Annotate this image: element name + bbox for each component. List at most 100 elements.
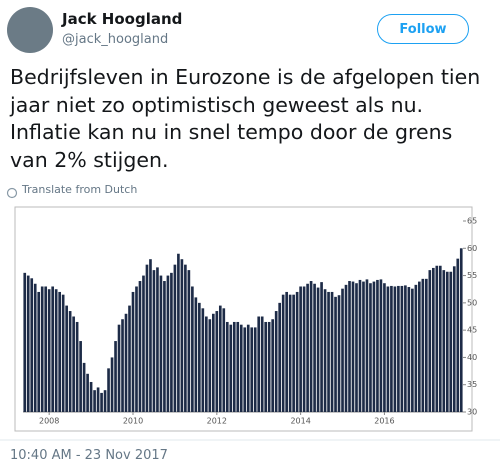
bar xyxy=(425,278,428,412)
bar xyxy=(438,265,442,412)
bar xyxy=(379,279,383,412)
bar xyxy=(278,302,281,412)
bar xyxy=(264,321,268,412)
bar xyxy=(414,284,418,412)
x-tick-label: 2016 xyxy=(374,417,394,426)
bar xyxy=(86,373,89,412)
x-tick-label: 2010 xyxy=(123,417,143,426)
bar xyxy=(208,319,212,412)
bar xyxy=(211,313,215,412)
bar xyxy=(96,387,100,412)
bar xyxy=(393,286,397,412)
y-tick-label: 65 xyxy=(467,217,477,226)
bar xyxy=(411,288,414,412)
bar xyxy=(313,283,316,412)
bar xyxy=(30,278,34,412)
user-name[interactable]: Jack Hoogland xyxy=(62,10,183,28)
bar xyxy=(173,264,177,412)
bar xyxy=(26,275,30,412)
bar xyxy=(184,264,187,412)
x-tick-label: 2008 xyxy=(39,417,59,426)
bar xyxy=(201,308,205,412)
y-tick-label: 40 xyxy=(467,353,477,362)
bar xyxy=(428,270,432,412)
bar xyxy=(47,289,51,412)
bar xyxy=(128,305,131,412)
bar xyxy=(386,286,390,412)
bar xyxy=(459,248,463,412)
bar xyxy=(68,311,72,412)
y-tick-label: 35 xyxy=(467,380,477,389)
bar xyxy=(37,291,41,412)
bar xyxy=(351,281,355,412)
bar xyxy=(383,283,386,412)
bar xyxy=(23,272,27,412)
user-handle[interactable]: @jack_hoogland xyxy=(62,32,169,47)
bar xyxy=(187,270,191,412)
bar xyxy=(390,285,393,412)
translate-link[interactable]: Translate from Dutch xyxy=(22,183,138,196)
bar xyxy=(330,291,334,412)
x-tick-label: 2012 xyxy=(207,417,227,426)
globe-icon xyxy=(6,187,18,199)
bar xyxy=(246,324,250,412)
y-tick-label: 55 xyxy=(467,271,477,280)
bar xyxy=(344,284,348,412)
bar xyxy=(253,327,257,412)
avatar[interactable] xyxy=(7,7,53,53)
bar xyxy=(180,259,184,412)
bar xyxy=(236,321,240,412)
bar xyxy=(407,287,411,412)
bar xyxy=(397,285,400,412)
bar xyxy=(225,321,229,412)
bar xyxy=(299,286,302,412)
bar xyxy=(435,265,439,412)
bar xyxy=(309,281,313,412)
bar xyxy=(334,296,337,412)
bar xyxy=(442,270,446,412)
bar xyxy=(75,321,79,412)
bar xyxy=(131,291,135,412)
y-tick-label: 60 xyxy=(467,244,477,253)
bar xyxy=(152,270,156,412)
bar xyxy=(40,286,44,412)
bar xyxy=(306,283,309,412)
bar xyxy=(61,294,65,412)
bar xyxy=(337,295,341,412)
bar xyxy=(445,271,449,412)
bar xyxy=(229,324,233,412)
bar xyxy=(362,281,365,412)
bar xyxy=(51,286,55,412)
bar xyxy=(222,308,226,412)
bar xyxy=(288,294,292,412)
bar xyxy=(198,302,201,412)
bar xyxy=(89,381,93,412)
bar xyxy=(239,324,243,412)
bar xyxy=(376,279,379,412)
bar xyxy=(79,341,82,412)
bar xyxy=(365,279,369,412)
bar xyxy=(449,271,453,412)
bar xyxy=(421,278,425,412)
bar xyxy=(232,321,236,412)
tweet-text: Bedrijfsleven in Eurozone is de afgelope… xyxy=(10,65,481,172)
bar xyxy=(72,316,75,412)
bar xyxy=(58,291,61,412)
bar xyxy=(156,267,159,412)
bar xyxy=(431,267,435,412)
timestamp[interactable]: 10:40 AM - 23 Nov 2017 xyxy=(10,448,168,463)
bar xyxy=(285,291,288,412)
bar xyxy=(452,266,456,412)
bar xyxy=(159,275,163,412)
bar xyxy=(323,289,327,412)
follow-button[interactable]: Follow xyxy=(377,14,469,44)
bar xyxy=(82,362,86,412)
bar xyxy=(358,279,362,412)
bar xyxy=(149,259,152,412)
bar xyxy=(320,282,323,412)
bar xyxy=(124,313,128,412)
bar xyxy=(400,285,404,412)
bar xyxy=(456,258,460,412)
bar xyxy=(243,327,247,412)
